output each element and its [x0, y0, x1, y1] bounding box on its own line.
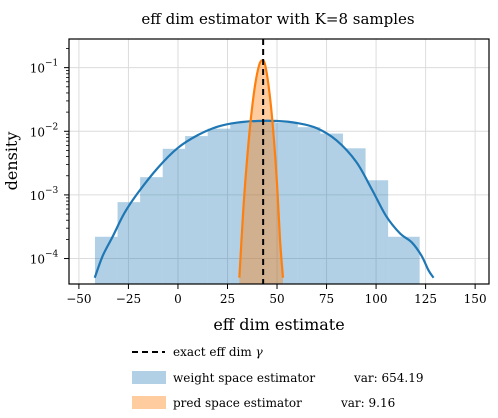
y-axis-label: density — [2, 132, 21, 191]
y-tick-label: 10 — [30, 62, 45, 76]
plot-frame — [68, 38, 490, 285]
hist-bar-weight — [410, 236, 420, 284]
y-tick-exponent: −1 — [45, 59, 58, 69]
legend-swatch-patch — [132, 371, 166, 384]
y-tick-exponent: −4 — [45, 250, 59, 260]
hist-bar-weight — [140, 177, 163, 284]
legend-variance: var: 654.19 — [353, 371, 424, 385]
legend-swatch-patch — [132, 396, 166, 409]
chart-title: eff dim estimator with K=8 samples — [141, 10, 414, 28]
y-axis-ticks: 10−410−310−210−1 — [30, 48, 69, 267]
x-tick-label: −25 — [116, 292, 141, 306]
x-axis-label: eff dim estimate — [213, 315, 344, 334]
x-tick-label: 150 — [464, 292, 487, 306]
x-tick-label: 125 — [414, 292, 437, 306]
x-tick-label: 75 — [319, 292, 334, 306]
x-tick-label: 25 — [220, 292, 235, 306]
hist-bar-weight — [365, 180, 389, 284]
y-tick-exponent: −2 — [45, 122, 58, 132]
kde-line-weight — [93, 119, 435, 279]
y-tick-exponent: −3 — [45, 186, 59, 196]
hist-bar-weight — [185, 136, 208, 284]
legend: exact eff dim γ weight space estimator var… — [132, 345, 424, 410]
legend-label: exact eff dim γ — [173, 345, 264, 359]
legend-label: weight space estimator — [173, 371, 315, 385]
x-tick-label: −50 — [66, 292, 91, 306]
hist-bar-weight — [94, 236, 118, 284]
x-tick-label: 50 — [269, 292, 284, 306]
hist-bar-weight — [117, 202, 141, 284]
grid — [69, 39, 489, 284]
hist-bar-pred — [239, 60, 283, 284]
hist-bar-weight — [388, 236, 411, 284]
x-tick-label: 100 — [365, 292, 388, 306]
hist-bar-weight — [162, 148, 186, 284]
hist-bar-weight — [320, 133, 343, 284]
hist-bar-weight — [207, 128, 231, 284]
legend-label: pred space estimator — [173, 396, 302, 410]
y-tick-label: 10 — [30, 189, 45, 203]
legend-variance: var: 9.16 — [340, 396, 395, 410]
x-tick-label: 0 — [174, 292, 182, 306]
y-tick-label: 10 — [30, 125, 45, 139]
hist-bar-weight — [342, 148, 366, 284]
hist-bar-weight — [297, 127, 321, 284]
x-axis-ticks: −50 −25 0 25 50 75 100 125 150 — [66, 284, 487, 306]
y-tick-label: 10 — [30, 253, 45, 267]
histogram-bars — [94, 60, 420, 285]
